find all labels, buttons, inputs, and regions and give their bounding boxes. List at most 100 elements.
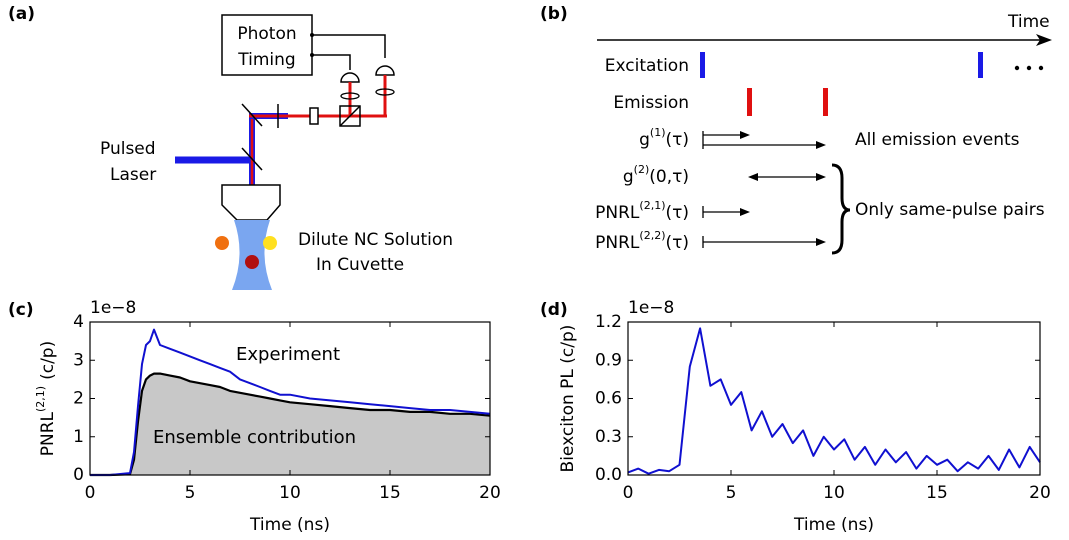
label-part: g <box>639 130 650 150</box>
x-tick-label: 10 <box>279 483 301 503</box>
time-label: Time <box>1007 12 1050 32</box>
x-axis-label: Time (ns) <box>249 515 330 535</box>
timing-diagram: Time Excitation Emission g(1)(τ) g(2)(0,… <box>595 12 1052 255</box>
y-axis-label: PNRL(2,1) (c/p) <box>34 341 58 456</box>
nanocrystal <box>215 236 229 250</box>
x-tick-label: 0 <box>85 483 96 503</box>
panel-label: (d) <box>540 300 568 320</box>
y-tick-label: 1.2 <box>595 312 622 332</box>
axis-offset: 1e−8 <box>628 298 674 318</box>
data-line <box>90 328 491 476</box>
row-label: PNRL(2,2)(τ) <box>595 229 689 253</box>
cable <box>312 34 386 58</box>
box-label: Timing <box>237 50 295 70</box>
emission-event <box>823 88 828 116</box>
detector <box>340 72 360 83</box>
emission-event <box>747 88 752 116</box>
x-tick-label: 5 <box>185 483 196 503</box>
brace <box>831 163 851 255</box>
y-tick-label: 0.3 <box>595 427 622 447</box>
y-tick-label: 4 <box>73 312 84 332</box>
row-label: g(1)(τ) <box>639 126 689 150</box>
box-label: Photon <box>237 24 296 44</box>
label-part: (τ) <box>666 233 690 253</box>
chart: 0 5 10 15 20 0 1 2 3 4 1e−8 Time (ns) PNRL(2,1) (c/p)… <box>34 298 501 535</box>
connector <box>310 33 314 37</box>
panel-label: (c) <box>8 300 34 320</box>
row-label: Excitation <box>605 56 689 76</box>
timing-box <box>221 14 313 76</box>
objective <box>221 184 281 221</box>
y-tick-label: 0.6 <box>595 389 622 409</box>
panel-label: (b) <box>540 4 568 24</box>
axis-offset: 1e−8 <box>90 298 136 318</box>
label-sup: (2,2) <box>639 229 665 242</box>
y-tick-label: 3 <box>73 350 84 370</box>
lens <box>375 88 395 96</box>
beamsplitter <box>339 105 361 127</box>
cable <box>312 54 351 70</box>
x-tick-label: 15 <box>926 483 948 503</box>
label-part: PNRL <box>595 203 640 223</box>
series-label: Experiment <box>236 344 340 365</box>
data-line <box>627 327 1041 475</box>
data-line <box>90 372 491 477</box>
label-sup: (1) <box>650 126 666 139</box>
setup-diagram: Photon Timing Pulsed Laser Dilute NC Sol… <box>100 14 453 290</box>
row-label: g(2)(0,τ) <box>623 163 689 187</box>
beamsplitter <box>339 105 361 127</box>
label-sup: (2,1) <box>639 199 665 212</box>
ellipsis-dot <box>1038 65 1044 71</box>
label-part: (τ) <box>666 130 690 150</box>
note: All emission events <box>855 130 1020 150</box>
label-part: (τ) <box>666 203 690 223</box>
sample-label: Dilute NC Solution <box>298 230 453 250</box>
label-part: PNRL <box>595 233 640 253</box>
y-tick-label: 0.9 <box>595 350 622 370</box>
ellipsis-dot <box>1026 65 1032 71</box>
pinhole <box>309 107 319 125</box>
excitation-pulse <box>700 52 705 78</box>
area <box>90 373 490 475</box>
plot-frame <box>627 321 1041 476</box>
y-tick-label: 0.0 <box>595 465 622 485</box>
note: Only same-pulse pairs <box>855 200 1045 220</box>
sample-label: In Cuvette <box>316 255 404 275</box>
x-tick-label: 0 <box>623 483 634 503</box>
y-tick-label: 0 <box>73 465 84 485</box>
row-label: PNRL(2,1)(τ) <box>595 199 689 223</box>
series-label: Ensemble contribution <box>153 427 356 448</box>
x-axis-label: Time (ns) <box>793 515 874 535</box>
detector <box>375 65 395 76</box>
chart: 0 5 10 15 20 0.0 0.3 0.6 0.9 1.2 1e−8 Time (ns) Biex… <box>558 298 1051 535</box>
ellipsis-dot <box>1014 65 1020 71</box>
row-label: Emission <box>613 93 689 113</box>
nanocrystal <box>263 236 277 250</box>
x-tick-label: 5 <box>726 483 737 503</box>
label-part: g <box>623 167 634 187</box>
nanocrystal <box>245 255 259 269</box>
mirror <box>241 103 263 127</box>
x-tick-label: 10 <box>823 483 845 503</box>
panel-label: (a) <box>8 4 35 24</box>
laser-label: Pulsed <box>100 139 156 159</box>
label-part: (0,τ) <box>649 167 689 187</box>
excitation-pulse <box>978 52 983 78</box>
dichroic <box>241 147 263 171</box>
interval-arrows <box>702 131 826 248</box>
y-tick-label: 1 <box>73 427 84 447</box>
label-sup: (2,1) <box>34 386 47 412</box>
label-sup: (2) <box>634 163 650 176</box>
label-part: PNRL <box>38 411 58 456</box>
connector <box>310 53 314 57</box>
label-part: (c/p) <box>38 341 58 380</box>
laser-label: Laser <box>110 165 156 185</box>
y-tick-label: 2 <box>73 389 84 409</box>
x-tick-label: 20 <box>1029 483 1051 503</box>
x-tick-label: 15 <box>379 483 401 503</box>
y-axis-label: Biexciton PL (c/p) <box>558 325 578 473</box>
x-tick-label: 20 <box>479 483 501 503</box>
arrowhead <box>1036 34 1052 46</box>
lens <box>340 92 360 100</box>
